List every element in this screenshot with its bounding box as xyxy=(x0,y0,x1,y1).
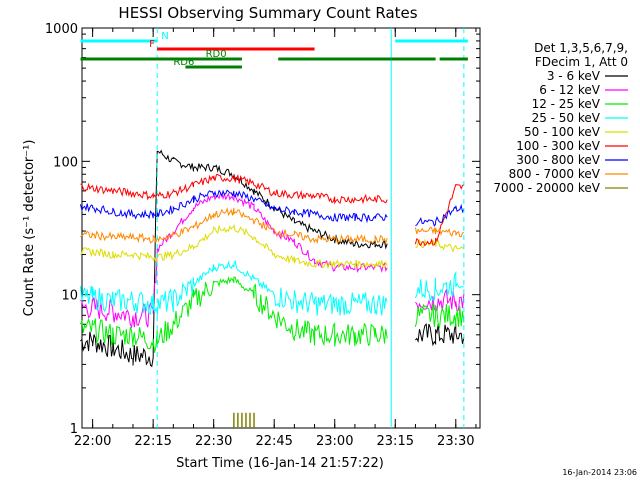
observing-flags: NF RD0 RD6 xyxy=(80,31,468,69)
y-axis-title: Count Rate (s⁻¹ detector⁻¹) xyxy=(22,140,37,317)
legend-entry-label: 25 - 50 keV xyxy=(532,111,601,125)
series-line xyxy=(80,149,465,368)
series-line xyxy=(80,276,465,353)
flag-label: RD0 xyxy=(206,49,227,60)
flag-label: F xyxy=(149,39,155,50)
legend-entry-label: 12 - 25 keV xyxy=(532,97,601,111)
legend-entry-label: 7000 - 20000 keV xyxy=(493,181,600,195)
x-tick-label: 23:15 xyxy=(377,434,414,449)
legend: Det 1,3,5,6,7,9, FDecim 1, Att 0 3 - 6 k… xyxy=(493,41,628,195)
x-axis-title: Start Time (16-Jan-14 21:57:22) xyxy=(176,456,384,471)
vertical-markers xyxy=(156,28,465,428)
x-tick-label: 23:00 xyxy=(316,434,353,449)
legend-entry-label: 300 - 800 keV xyxy=(516,153,600,167)
x-tick-label: 22:00 xyxy=(74,434,111,449)
footer-timestamp: 16-Jan-2014 23:06 xyxy=(562,468,637,477)
series-line xyxy=(80,207,465,245)
flag-label: RD6 xyxy=(173,57,194,68)
y-tick-label: 100 xyxy=(53,155,78,170)
legend-entry-label: 800 - 7000 keV xyxy=(509,167,601,181)
chart-title: HESSI Observing Summary Count Rates xyxy=(118,4,417,22)
y-axis-ticks: 1 10 100 1000 xyxy=(45,22,480,437)
legend-entry-label: 6 - 12 keV xyxy=(539,83,601,97)
legend-header-line-2: FDecim 1, Att 0 xyxy=(535,55,628,69)
flag-label: N xyxy=(161,31,168,42)
y-tick-label: 1000 xyxy=(45,22,78,37)
x-axis-ticks: 22:00 22:15 22:30 22:45 23:00 23:15 23:30 xyxy=(74,28,477,449)
y-tick-label: 10 xyxy=(61,289,78,304)
y-tick-label: 1 xyxy=(70,422,78,437)
x-tick-label: 22:15 xyxy=(134,434,171,449)
series-line xyxy=(80,192,465,329)
series-line xyxy=(80,189,465,227)
x-tick-label: 23:30 xyxy=(437,434,474,449)
legend-entry-label: 3 - 6 keV xyxy=(547,69,601,83)
plot-frame xyxy=(81,27,481,429)
series-lines xyxy=(80,149,465,428)
series-line xyxy=(80,259,464,316)
legend-entry-label: 50 - 100 keV xyxy=(524,125,601,139)
x-tick-label: 22:30 xyxy=(195,434,232,449)
series-line xyxy=(80,224,465,270)
legend-entry-label: 100 - 300 keV xyxy=(516,139,600,153)
legend-header-line-1: Det 1,3,5,6,7,9, xyxy=(534,41,628,55)
x-tick-label: 22:45 xyxy=(255,434,292,449)
series-line xyxy=(80,173,465,247)
